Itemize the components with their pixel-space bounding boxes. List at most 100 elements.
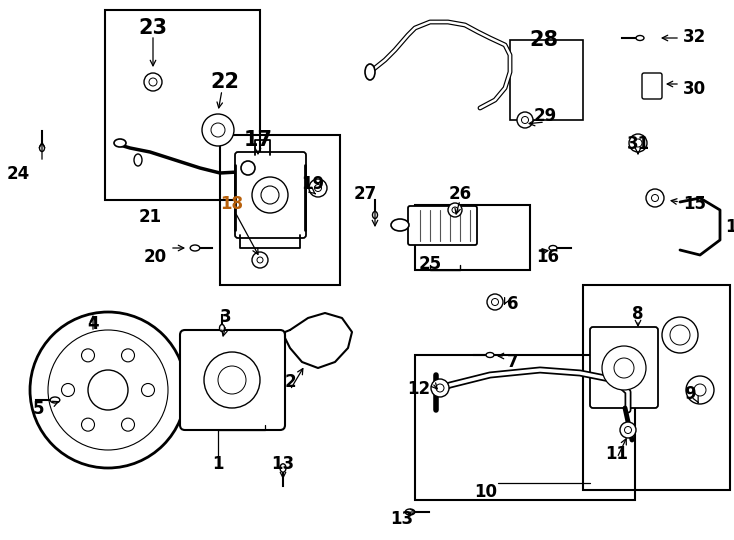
Bar xyxy=(220,135,340,285)
Circle shape xyxy=(48,330,168,450)
Circle shape xyxy=(218,366,246,394)
Circle shape xyxy=(252,177,288,213)
Ellipse shape xyxy=(280,464,286,472)
Text: 31: 31 xyxy=(626,135,650,153)
Bar xyxy=(583,285,730,490)
Ellipse shape xyxy=(549,246,557,251)
Circle shape xyxy=(142,383,154,396)
Circle shape xyxy=(487,294,503,310)
Text: 6: 6 xyxy=(507,295,518,313)
Circle shape xyxy=(241,161,255,175)
Text: 1: 1 xyxy=(212,455,224,473)
Circle shape xyxy=(670,325,690,345)
Circle shape xyxy=(634,139,642,147)
Text: 32: 32 xyxy=(683,28,706,46)
FancyBboxPatch shape xyxy=(642,73,662,99)
Circle shape xyxy=(81,349,95,362)
Text: 25: 25 xyxy=(418,255,442,273)
Circle shape xyxy=(204,352,260,408)
Text: 10: 10 xyxy=(474,483,497,501)
Text: 16: 16 xyxy=(536,248,559,266)
Circle shape xyxy=(261,186,279,204)
Text: 15: 15 xyxy=(683,195,706,213)
Text: 24: 24 xyxy=(7,165,29,183)
Ellipse shape xyxy=(134,154,142,166)
Text: 5: 5 xyxy=(33,400,45,418)
FancyBboxPatch shape xyxy=(590,327,658,408)
Circle shape xyxy=(492,299,498,306)
Circle shape xyxy=(252,252,268,268)
Text: 22: 22 xyxy=(211,72,239,92)
Circle shape xyxy=(629,134,647,152)
Circle shape xyxy=(686,376,714,404)
Circle shape xyxy=(448,203,462,217)
Circle shape xyxy=(694,384,706,396)
Text: 19: 19 xyxy=(302,175,324,193)
Ellipse shape xyxy=(372,212,377,219)
Circle shape xyxy=(602,346,646,390)
Circle shape xyxy=(431,379,449,397)
Text: 2: 2 xyxy=(284,373,296,391)
Text: 18: 18 xyxy=(220,195,244,213)
Text: 3: 3 xyxy=(220,308,232,326)
Circle shape xyxy=(81,418,95,431)
Circle shape xyxy=(620,422,636,438)
Text: 13: 13 xyxy=(390,510,413,528)
Text: 30: 30 xyxy=(683,80,706,98)
Circle shape xyxy=(88,370,128,410)
Text: 8: 8 xyxy=(632,305,644,323)
Ellipse shape xyxy=(40,145,45,152)
Bar xyxy=(415,205,530,270)
Ellipse shape xyxy=(405,509,415,515)
Circle shape xyxy=(211,123,225,137)
Circle shape xyxy=(122,418,134,431)
Circle shape xyxy=(652,194,658,201)
Bar xyxy=(510,40,583,120)
Bar xyxy=(415,355,635,500)
Text: 12: 12 xyxy=(407,380,430,398)
Text: 7: 7 xyxy=(507,353,519,371)
Circle shape xyxy=(309,179,327,197)
Text: 17: 17 xyxy=(244,130,272,150)
Ellipse shape xyxy=(114,139,126,147)
Circle shape xyxy=(646,189,664,207)
Text: 9: 9 xyxy=(684,385,696,403)
Text: 29: 29 xyxy=(534,107,556,125)
Ellipse shape xyxy=(219,325,225,332)
Circle shape xyxy=(122,349,134,362)
Circle shape xyxy=(314,185,321,192)
Circle shape xyxy=(452,207,458,213)
Text: 27: 27 xyxy=(353,185,377,203)
Text: 4: 4 xyxy=(87,315,99,333)
Text: 11: 11 xyxy=(606,445,628,463)
Circle shape xyxy=(521,117,528,124)
Circle shape xyxy=(614,358,634,378)
FancyBboxPatch shape xyxy=(408,206,477,245)
Circle shape xyxy=(30,312,186,468)
Circle shape xyxy=(517,112,533,128)
FancyBboxPatch shape xyxy=(180,330,285,430)
Circle shape xyxy=(662,317,698,353)
Circle shape xyxy=(62,383,74,396)
Ellipse shape xyxy=(486,353,494,357)
Ellipse shape xyxy=(190,245,200,251)
Circle shape xyxy=(202,114,234,146)
Circle shape xyxy=(149,78,157,86)
Text: 13: 13 xyxy=(272,455,294,473)
Circle shape xyxy=(436,384,444,392)
Circle shape xyxy=(625,427,631,434)
Ellipse shape xyxy=(391,219,409,231)
Bar xyxy=(105,10,260,200)
Text: 23: 23 xyxy=(139,18,167,38)
Text: 14: 14 xyxy=(725,218,734,236)
Text: 26: 26 xyxy=(448,185,471,203)
Circle shape xyxy=(144,73,162,91)
Ellipse shape xyxy=(636,36,644,40)
Circle shape xyxy=(257,257,263,263)
FancyBboxPatch shape xyxy=(235,152,306,238)
Text: 28: 28 xyxy=(529,30,559,50)
Text: 21: 21 xyxy=(139,208,161,226)
Text: 20: 20 xyxy=(143,248,167,266)
Ellipse shape xyxy=(50,397,59,403)
Ellipse shape xyxy=(365,64,375,80)
